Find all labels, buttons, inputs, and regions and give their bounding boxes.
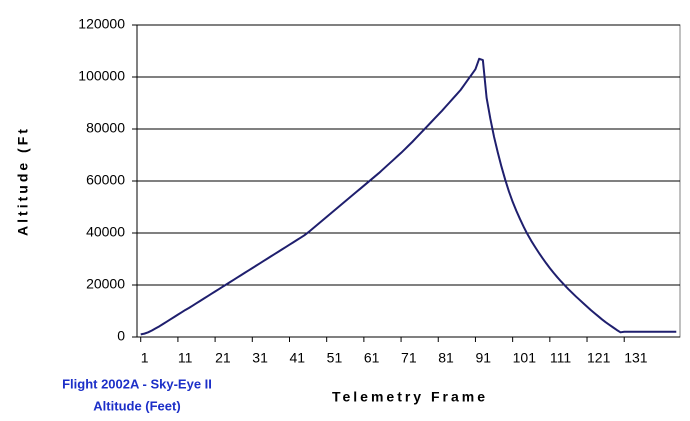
y-tick-label: 120000 — [78, 16, 125, 32]
y-tick-label: 20000 — [86, 276, 125, 292]
annotation: Altitude (Feet) — [93, 398, 180, 413]
x-tick-label: 111 — [550, 350, 571, 366]
x-tick-label: 41 — [289, 350, 305, 366]
x-tick-label: 1 — [141, 350, 149, 366]
x-tick-label: 81 — [438, 350, 454, 366]
x-tick-label: 131 — [624, 350, 648, 366]
annotation: Flight 2002A - Sky-Eye II — [62, 376, 212, 391]
x-tick-label: 21 — [215, 350, 231, 366]
data-line — [140, 57, 677, 336]
y-tick-label: 80000 — [86, 120, 125, 136]
y-tick-label: 60000 — [86, 172, 125, 188]
y-tick-label: 0 — [117, 328, 125, 344]
x-tick-label: 71 — [401, 350, 417, 366]
y-axis-title: Altitude (Ft — [15, 126, 31, 236]
y-tick-label: 100000 — [78, 68, 125, 84]
x-tick-label: 11 — [178, 350, 193, 366]
x-tick-label: 121 — [587, 350, 611, 366]
x-tick-label: 51 — [327, 350, 343, 366]
x-axis-title: Telemetry Frame — [332, 389, 488, 405]
x-tick-label: 61 — [364, 350, 380, 366]
x-tick-label: 101 — [513, 350, 537, 366]
x-tick-label: 91 — [475, 350, 491, 366]
y-tick-label: 40000 — [86, 224, 125, 240]
x-tick-label: 31 — [252, 350, 268, 366]
